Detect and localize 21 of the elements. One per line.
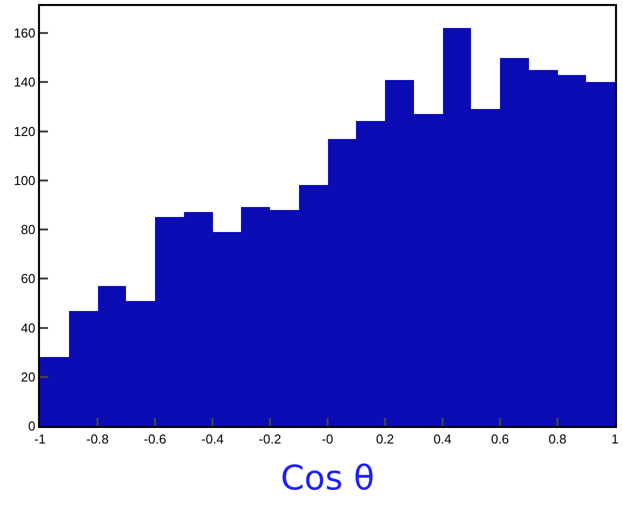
x-tick-label: 0.8 xyxy=(548,432,567,447)
y-tick-label: 40 xyxy=(20,320,36,336)
y-tick-label: 60 xyxy=(20,271,36,286)
x-tick-label: -1 xyxy=(34,432,46,447)
y-tick-label: 20 xyxy=(20,369,36,384)
x-axis-title: Cos θ xyxy=(280,458,374,498)
x-tick-label: -0 xyxy=(322,432,334,447)
x-tick-label: 0.6 xyxy=(490,432,510,447)
x-tick-label: -0.8 xyxy=(86,432,109,447)
x-tick-label: -0.4 xyxy=(201,432,224,447)
x-tick-label: 0.4 xyxy=(433,432,452,447)
y-tick-label: 120 xyxy=(14,124,36,139)
x-tick-label: 1 xyxy=(611,432,619,447)
y-tick-label: 140 xyxy=(14,74,36,90)
x-tick-label: -0.2 xyxy=(258,432,282,447)
x-tick-label: 0.2 xyxy=(376,432,394,447)
y-tick-label: 80 xyxy=(20,222,36,238)
y-tick-label: 0 xyxy=(28,418,36,434)
y-tick-label: 160 xyxy=(14,26,36,41)
x-tick-label: -0.6 xyxy=(144,432,166,447)
y-tick-label: 100 xyxy=(14,172,36,188)
